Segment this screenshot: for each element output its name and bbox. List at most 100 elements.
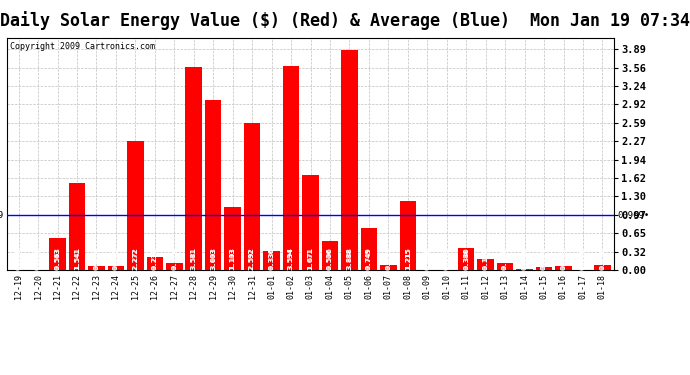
- Bar: [302, 175, 319, 270]
- Text: 1.215: 1.215: [405, 248, 411, 269]
- Bar: [88, 266, 105, 270]
- Text: 0.003: 0.003: [444, 248, 450, 269]
- Text: 12-22: 12-22: [72, 274, 81, 299]
- Text: 12-20: 12-20: [34, 274, 43, 299]
- Text: 01-16: 01-16: [559, 274, 568, 299]
- Bar: [594, 265, 611, 270]
- Text: 0.191: 0.191: [482, 248, 489, 270]
- Text: 01-06: 01-06: [364, 274, 373, 299]
- Text: 0.336: 0.336: [268, 248, 275, 269]
- Bar: [205, 100, 221, 270]
- Text: 3.003: 3.003: [210, 248, 216, 270]
- Text: 0.016: 0.016: [522, 248, 528, 270]
- Text: 01-11: 01-11: [462, 274, 471, 299]
- Text: 01-01: 01-01: [267, 274, 276, 299]
- Text: 0.124: 0.124: [171, 248, 177, 270]
- Text: 0.063: 0.063: [113, 248, 119, 270]
- Text: 0.238: 0.238: [152, 248, 158, 270]
- Text: 0.000: 0.000: [580, 248, 586, 270]
- Text: 0.093: 0.093: [385, 248, 391, 270]
- Bar: [322, 241, 338, 270]
- Bar: [166, 263, 183, 270]
- Text: •0.969: •0.969: [0, 210, 4, 219]
- Text: 01-12: 01-12: [481, 274, 490, 299]
- Text: 0.063: 0.063: [560, 248, 566, 270]
- Text: 01-10: 01-10: [442, 274, 451, 299]
- Bar: [127, 141, 144, 270]
- Text: 2.272: 2.272: [132, 248, 139, 270]
- Text: 01-03: 01-03: [306, 274, 315, 299]
- Text: 1.541: 1.541: [74, 248, 80, 270]
- Text: 3.888: 3.888: [346, 248, 353, 270]
- Bar: [264, 251, 280, 270]
- Bar: [361, 228, 377, 270]
- Text: 0.238: 0.238: [152, 248, 158, 269]
- Text: 0.000: 0.000: [580, 248, 586, 269]
- Bar: [458, 249, 475, 270]
- Text: 12-30: 12-30: [228, 274, 237, 299]
- Text: 2.592: 2.592: [249, 248, 255, 269]
- Text: 0.090: 0.090: [600, 248, 605, 270]
- Text: 12-27: 12-27: [170, 274, 179, 299]
- Text: 1.103: 1.103: [230, 248, 236, 270]
- Bar: [224, 207, 241, 270]
- Bar: [497, 263, 513, 270]
- Text: 0.054: 0.054: [541, 248, 547, 269]
- Text: 2.592: 2.592: [249, 248, 255, 270]
- Text: 0.506: 0.506: [327, 248, 333, 270]
- Bar: [516, 269, 533, 270]
- Bar: [380, 265, 397, 270]
- Text: 0.116: 0.116: [502, 248, 508, 269]
- Text: 12-23: 12-23: [92, 274, 101, 299]
- Text: 1.541: 1.541: [74, 248, 80, 269]
- Text: 0.016: 0.016: [522, 248, 528, 269]
- Text: 01-08: 01-08: [404, 274, 413, 299]
- Bar: [49, 238, 66, 270]
- Text: 1.103: 1.103: [230, 248, 236, 269]
- Text: 01-09: 01-09: [423, 274, 432, 299]
- Text: 01-02: 01-02: [286, 274, 295, 299]
- Text: 3.581: 3.581: [190, 248, 197, 270]
- Text: 0.093: 0.093: [385, 248, 391, 269]
- Text: 12-25: 12-25: [131, 274, 140, 299]
- Text: 0.063: 0.063: [560, 248, 566, 269]
- Bar: [477, 259, 494, 270]
- Text: 3.581: 3.581: [190, 248, 197, 269]
- Text: 0.563: 0.563: [55, 248, 61, 269]
- Text: 0.000: 0.000: [16, 248, 21, 270]
- Text: 01-05: 01-05: [345, 274, 354, 299]
- Text: 1.671: 1.671: [308, 248, 313, 269]
- Text: 3.594: 3.594: [288, 248, 294, 269]
- Text: 0.090: 0.090: [600, 248, 605, 269]
- Text: 0.116: 0.116: [502, 248, 508, 270]
- Text: 12-24: 12-24: [111, 274, 120, 299]
- Bar: [244, 123, 260, 270]
- Text: 01-07: 01-07: [384, 274, 393, 299]
- Text: 3.003: 3.003: [210, 248, 216, 269]
- Text: Daily Solar Energy Value ($) (Red) & Average (Blue)  Mon Jan 19 07:34: Daily Solar Energy Value ($) (Red) & Ave…: [0, 11, 690, 30]
- Text: 0.749: 0.749: [366, 248, 372, 270]
- Text: 0.380: 0.380: [463, 248, 469, 269]
- Text: 12-28: 12-28: [189, 274, 198, 299]
- Text: 12-21: 12-21: [53, 274, 62, 299]
- Text: 0.054: 0.054: [541, 248, 547, 270]
- Bar: [186, 67, 202, 270]
- Text: 0.749: 0.749: [366, 248, 372, 269]
- Text: 0.000: 0.000: [35, 248, 41, 270]
- Text: 0.074: 0.074: [93, 248, 99, 269]
- Text: 1.671: 1.671: [308, 248, 313, 270]
- Text: 3.888: 3.888: [346, 248, 353, 269]
- Text: 01-04: 01-04: [326, 274, 335, 299]
- Text: 0.380: 0.380: [463, 248, 469, 270]
- Text: Copyright 2009 Cartronics.com: Copyright 2009 Cartronics.com: [10, 42, 155, 51]
- Text: 0.000: 0.000: [35, 248, 41, 269]
- Text: 0.563: 0.563: [55, 248, 61, 270]
- Bar: [555, 266, 572, 270]
- Text: 0.000: 0.000: [424, 248, 431, 270]
- Text: 1.215: 1.215: [405, 248, 411, 270]
- Text: 2.272: 2.272: [132, 248, 139, 269]
- Text: 01-13: 01-13: [501, 274, 510, 299]
- Text: 01-17: 01-17: [578, 274, 587, 299]
- Text: 12-26: 12-26: [150, 274, 159, 299]
- Bar: [146, 256, 163, 270]
